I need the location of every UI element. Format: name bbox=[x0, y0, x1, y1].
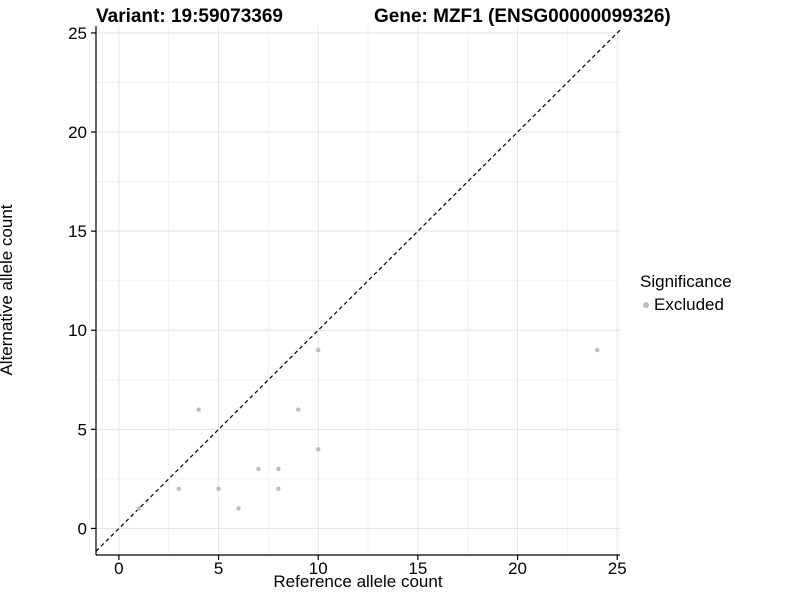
plot-title-variant: Variant: 19:59073369 bbox=[96, 6, 283, 27]
y-tick-label: 5 bbox=[78, 420, 87, 439]
y-tick-label: 20 bbox=[68, 123, 87, 142]
plot-panel bbox=[96, 26, 620, 555]
x-tick-label: 5 bbox=[214, 559, 223, 578]
legend: Significance Excluded bbox=[640, 271, 732, 315]
data-point bbox=[216, 486, 221, 492]
data-point bbox=[595, 347, 600, 353]
data-point bbox=[236, 506, 241, 511]
data-point bbox=[256, 466, 261, 472]
y-tick-label: 0 bbox=[78, 519, 87, 538]
x-tick-label: 15 bbox=[408, 559, 427, 578]
legend-title: Significance bbox=[640, 272, 732, 291]
legend-item-excluded: Excluded bbox=[640, 294, 732, 315]
x-tick-label: 10 bbox=[309, 559, 328, 578]
x-tick-label: 25 bbox=[608, 559, 627, 578]
data-point bbox=[176, 486, 181, 492]
data-point bbox=[276, 486, 281, 492]
y-tick-label: 10 bbox=[68, 321, 87, 340]
y-tick-label: 15 bbox=[68, 222, 87, 241]
legend-item-label: Excluded bbox=[654, 295, 724, 314]
data-point bbox=[136, 506, 142, 511]
data-point bbox=[316, 446, 321, 452]
y-tick-label: 25 bbox=[68, 24, 87, 43]
data-point bbox=[296, 407, 301, 412]
x-axis-title: Reference allele count bbox=[273, 572, 443, 591]
excluded-point-icon bbox=[643, 301, 649, 308]
data-point bbox=[276, 466, 281, 472]
x-tick-label: 0 bbox=[114, 559, 123, 578]
data-point bbox=[316, 347, 321, 353]
plot-title-gene: Gene: MZF1 (ENSG00000099326) bbox=[374, 6, 671, 27]
x-tick-label: 20 bbox=[508, 559, 527, 578]
data-point bbox=[196, 407, 201, 412]
y-axis-title: Alternative allele count bbox=[0, 204, 16, 376]
